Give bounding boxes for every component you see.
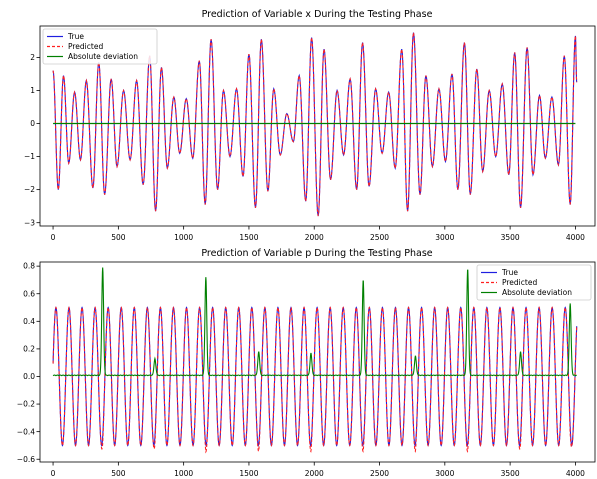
x-tick-label: 500 — [111, 469, 126, 478]
series-true-line — [52, 306, 578, 447]
x-tick-label: 3000 — [435, 469, 454, 478]
y-tick-label: 0.0 — [23, 372, 35, 381]
y-tick-label: 1 — [30, 86, 35, 95]
series-predicted-line — [52, 306, 578, 454]
legend-box — [42, 28, 158, 65]
x-tick-label: 3500 — [501, 469, 520, 478]
x-tick-label: 0 — [51, 469, 56, 478]
x-tick-label: 4000 — [566, 469, 585, 478]
y-tick-label: −2 — [24, 185, 35, 194]
legend-label: True — [501, 268, 518, 277]
x-tick-label: 1500 — [239, 469, 258, 478]
y-tick-label: 0.2 — [23, 344, 35, 353]
chart-marks — [52, 32, 578, 217]
plot-frame — [39, 261, 596, 463]
x-tick-label: 2500 — [370, 469, 389, 478]
legend-label: Absolute deviation — [502, 288, 572, 297]
chart-marks — [52, 267, 578, 454]
x-tick-label: 2500 — [370, 233, 389, 242]
x-tick-label: 3500 — [501, 233, 520, 242]
legend-box — [476, 264, 592, 301]
x-tick-label: 0 — [51, 233, 56, 242]
y-tick-label: 0.8 — [23, 262, 35, 271]
y-tick-label: −0.4 — [17, 427, 35, 436]
y-tick-label: −1 — [24, 152, 35, 161]
x-tick-label: 2000 — [305, 469, 324, 478]
plot-frame — [39, 25, 596, 227]
x-axis: 0 500 1000 1500 2000 2500 3000 3500 4000 — [51, 462, 585, 478]
x-tick-label: 3000 — [435, 233, 454, 242]
y-tick-label: −0.2 — [17, 400, 35, 409]
legend-label: True — [67, 32, 84, 41]
x-tick-label: 500 — [111, 233, 126, 242]
legend-label: Absolute deviation — [68, 52, 138, 61]
x-tick-label: 4000 — [566, 233, 585, 242]
y-tick-label: 2 — [30, 53, 35, 62]
y-axis: −3 −2 −1 0 1 2 — [24, 53, 40, 227]
x-tick-label: 1500 — [239, 233, 258, 242]
series-deviation-line — [52, 267, 577, 377]
legend-label: Predicted — [502, 278, 537, 287]
legend-label: Predicted — [68, 42, 103, 51]
y-tick-label: 0 — [30, 119, 35, 128]
series-true-line — [52, 32, 578, 217]
y-tick-label: −0.6 — [17, 455, 35, 464]
chart-title: Prediction of Variable x During the Test… — [202, 9, 433, 20]
y-axis: −0.6 −0.4 −0.2 0.0 0.2 0.4 0.6 0.8 — [17, 262, 40, 464]
y-tick-label: −3 — [24, 218, 35, 227]
chart-title: Prediction of Variable p During the Test… — [201, 248, 432, 259]
chart-variable-p: Prediction of Variable p During the Test… — [17, 248, 596, 478]
chart-variable-x: Prediction of Variable x During the Test… — [24, 9, 596, 242]
y-tick-label: 0.6 — [23, 289, 35, 298]
x-tick-label: 1000 — [174, 233, 193, 242]
x-axis: 0 500 1000 1500 2000 2500 3000 3500 4000 — [51, 226, 585, 242]
y-tick-label: 0.4 — [23, 317, 35, 326]
x-tick-label: 1000 — [174, 469, 193, 478]
x-tick-label: 2000 — [305, 233, 324, 242]
